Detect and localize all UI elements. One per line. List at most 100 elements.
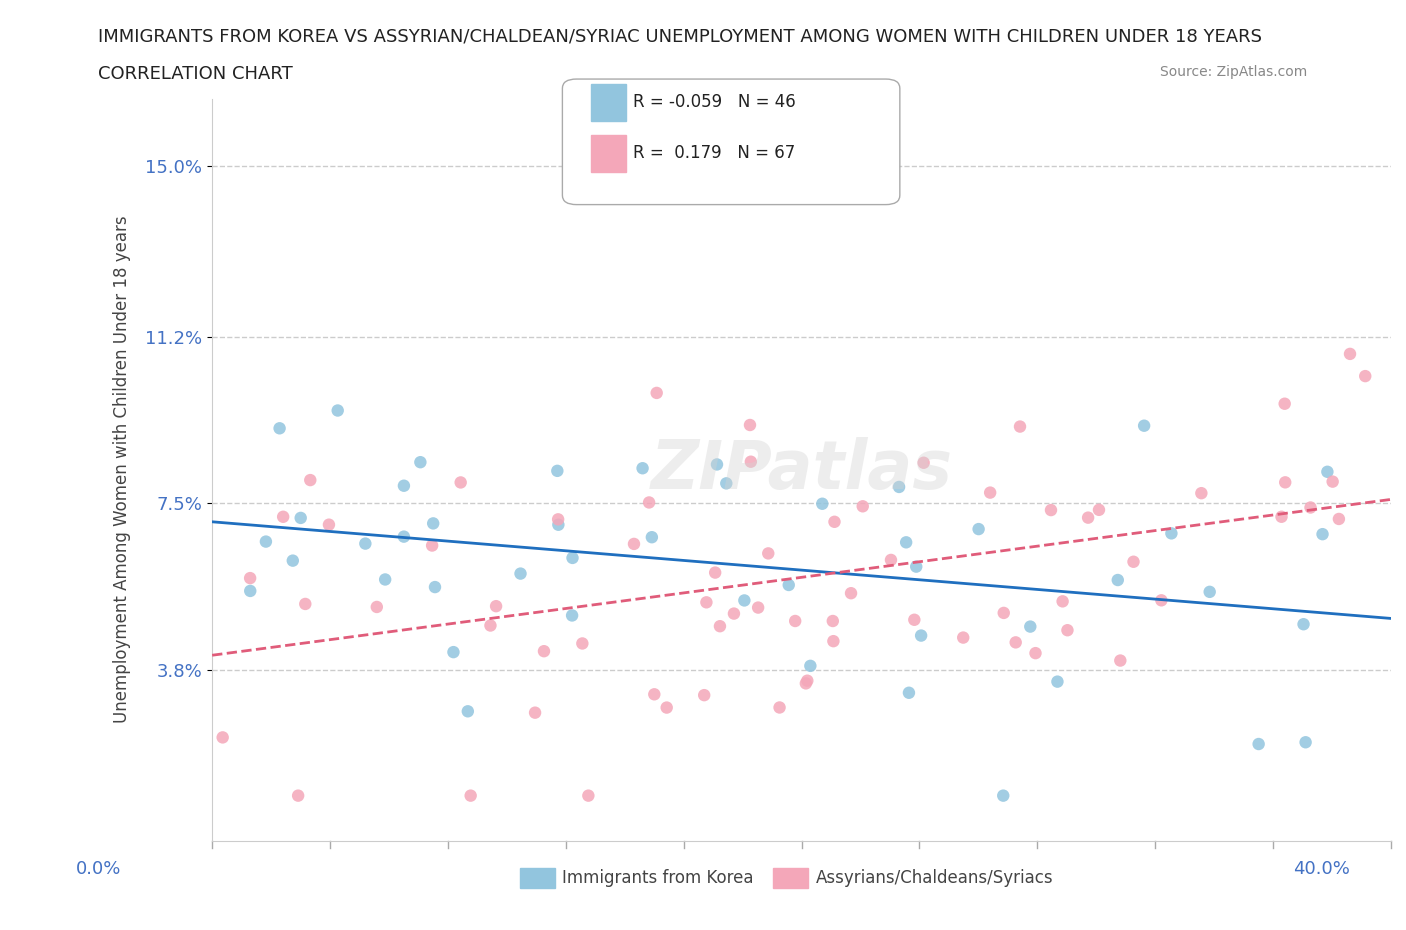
Point	[952, 631, 974, 645]
Point	[561, 608, 583, 623]
Point	[1160, 526, 1182, 541]
Point	[655, 700, 678, 715]
Point	[1052, 594, 1074, 609]
Text: CORRELATION CHART: CORRELATION CHART	[98, 65, 294, 83]
Point	[738, 418, 761, 432]
Point	[894, 535, 917, 550]
Point	[1107, 573, 1129, 588]
Point	[533, 644, 555, 658]
Point	[239, 571, 262, 586]
Point	[693, 687, 716, 702]
Point	[1056, 623, 1078, 638]
Point	[1316, 464, 1339, 479]
Text: IMMIGRANTS FROM KOREA VS ASSYRIAN/CHALDEAN/SYRIAC UNEMPLOYMENT AMONG WOMEN WITH : IMMIGRANTS FROM KOREA VS ASSYRIAN/CHALDE…	[98, 28, 1263, 46]
Point	[1198, 584, 1220, 599]
Point	[420, 538, 443, 553]
Point	[1150, 593, 1173, 608]
Point	[645, 385, 668, 400]
Point	[623, 537, 645, 551]
Point	[571, 636, 593, 651]
Point	[479, 618, 502, 633]
Text: 0.0%: 0.0%	[76, 860, 121, 878]
Point	[794, 676, 817, 691]
Point	[716, 476, 738, 491]
Point	[1247, 737, 1270, 751]
Point	[409, 455, 432, 470]
Point	[704, 565, 727, 580]
Point	[756, 546, 779, 561]
Point	[326, 403, 349, 418]
Text: R = -0.059   N = 46: R = -0.059 N = 46	[633, 93, 796, 112]
Point	[269, 421, 291, 436]
Point	[457, 704, 479, 719]
Point	[1046, 674, 1069, 689]
Point	[897, 685, 920, 700]
Point	[1327, 512, 1350, 526]
Point	[211, 730, 233, 745]
Point	[1189, 485, 1212, 500]
Point	[1109, 653, 1132, 668]
Point	[392, 478, 415, 493]
Point	[1040, 502, 1063, 517]
Point	[811, 497, 834, 512]
Point	[887, 480, 910, 495]
Point	[1008, 419, 1031, 434]
Point	[778, 578, 800, 592]
Point	[993, 605, 1015, 620]
Point	[1274, 475, 1296, 490]
Point	[799, 658, 821, 673]
Point	[509, 566, 531, 581]
Point	[993, 789, 1015, 804]
Text: Immigrants from Korea: Immigrants from Korea	[562, 869, 754, 887]
Point	[979, 485, 1001, 500]
Point	[423, 579, 446, 594]
Point	[905, 559, 928, 574]
Point	[768, 700, 790, 715]
Point	[1322, 474, 1344, 489]
Point	[880, 552, 903, 567]
Point	[1299, 500, 1322, 515]
Point	[299, 472, 322, 487]
Point	[547, 512, 569, 526]
Point	[638, 495, 661, 510]
Point	[709, 618, 731, 633]
Point	[747, 600, 769, 615]
Point	[547, 517, 569, 532]
Point	[524, 705, 547, 720]
Point	[839, 586, 862, 601]
Point	[254, 534, 277, 549]
Point	[967, 522, 990, 537]
Point	[1295, 735, 1317, 750]
Point	[460, 789, 482, 804]
Point	[392, 529, 415, 544]
Point	[287, 789, 309, 804]
Point	[1312, 526, 1334, 541]
Point	[290, 511, 312, 525]
Point	[1019, 619, 1042, 634]
Point	[1292, 617, 1315, 631]
Point	[485, 599, 508, 614]
Point	[903, 612, 925, 627]
Point	[281, 553, 304, 568]
Text: Assyrians/Chaldeans/Syriacs: Assyrians/Chaldeans/Syriacs	[815, 869, 1053, 887]
Point	[733, 593, 755, 608]
Point	[631, 460, 654, 475]
Point	[561, 551, 583, 565]
Point	[443, 644, 465, 659]
Point	[695, 595, 717, 610]
Point	[641, 530, 664, 545]
Y-axis label: Unemployment Among Women with Children Under 18 years: Unemployment Among Women with Children U…	[114, 216, 131, 724]
Point	[912, 456, 935, 471]
Point	[354, 537, 377, 551]
Point	[374, 572, 396, 587]
Point	[1274, 396, 1296, 411]
Point	[1354, 368, 1376, 383]
Point	[1270, 510, 1292, 525]
Point	[422, 516, 444, 531]
Point	[1133, 418, 1156, 433]
Point	[239, 583, 262, 598]
Point	[450, 475, 472, 490]
Text: Source: ZipAtlas.com: Source: ZipAtlas.com	[1160, 65, 1308, 79]
Point	[271, 510, 294, 525]
Point	[546, 463, 568, 478]
